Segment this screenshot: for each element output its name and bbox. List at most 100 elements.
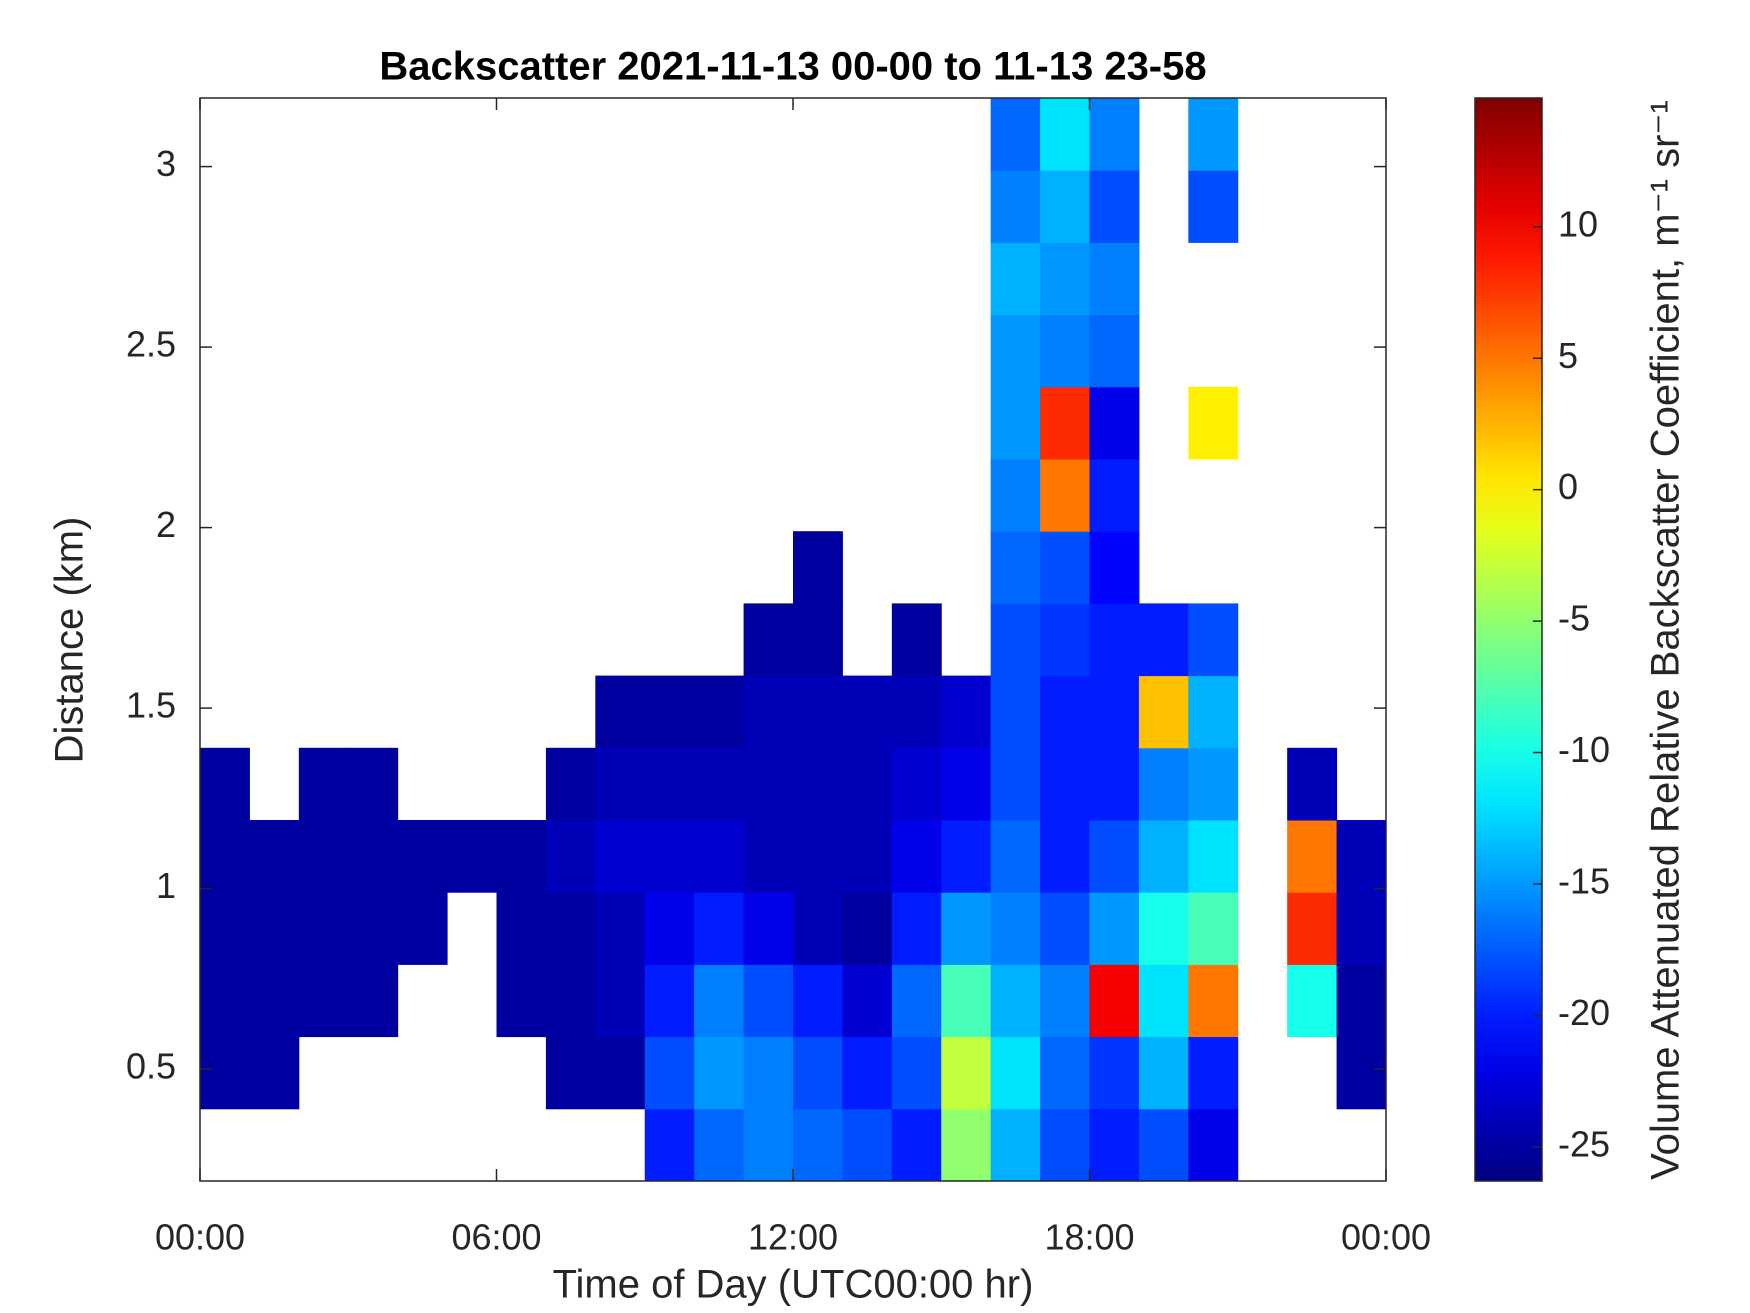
heat-cell bbox=[842, 1108, 893, 1182]
heat-cell bbox=[644, 1108, 695, 1182]
heat-cell bbox=[842, 675, 893, 749]
colorbar-tick-label: -10 bbox=[1558, 729, 1610, 770]
heat-cell bbox=[644, 820, 695, 893]
heat-cell bbox=[1089, 386, 1140, 460]
heat-cell bbox=[545, 1036, 596, 1110]
heat-cell bbox=[1040, 170, 1090, 243]
heat-cell bbox=[348, 964, 399, 1038]
heat-cell bbox=[1138, 747, 1189, 821]
y-axis-label: Distance (km) bbox=[48, 517, 92, 764]
heat-cell bbox=[1138, 892, 1189, 965]
heat-cell bbox=[1089, 820, 1140, 893]
heat-cell bbox=[941, 820, 992, 893]
heat-cell bbox=[298, 820, 349, 893]
y-tick-label: 0.5 bbox=[126, 1046, 176, 1087]
heat-cell bbox=[348, 820, 399, 893]
heat-cell bbox=[1089, 314, 1140, 388]
colorbar-tick-label: -20 bbox=[1558, 992, 1610, 1033]
heat-cell bbox=[644, 964, 695, 1038]
x-tick-label: 00:00 bbox=[1341, 1217, 1431, 1258]
heat-cell bbox=[249, 820, 300, 893]
heat-cell bbox=[1287, 747, 1338, 821]
heat-cell bbox=[447, 820, 497, 893]
heat-cell bbox=[1040, 386, 1090, 460]
heat-cell bbox=[1040, 964, 1090, 1038]
heat-cell bbox=[496, 964, 547, 1038]
heat-cell bbox=[891, 675, 942, 749]
heat-cell bbox=[793, 675, 843, 749]
heat-cell bbox=[298, 892, 349, 965]
heat-cell bbox=[793, 747, 843, 821]
heat-cell bbox=[743, 1036, 794, 1110]
chart-title: Backscatter 2021-11-13 00-00 to 11-13 23… bbox=[379, 45, 1206, 89]
y-tick-label: 2 bbox=[156, 504, 176, 545]
heat-cell bbox=[1138, 964, 1189, 1038]
heat-cell bbox=[743, 892, 794, 965]
heat-cell bbox=[694, 892, 745, 965]
x-axis-label: Time of Day (UTC00:00 hr) bbox=[553, 1263, 1034, 1307]
heat-cell bbox=[595, 747, 646, 821]
heat-cell bbox=[1188, 386, 1239, 460]
heat-cell bbox=[891, 1108, 942, 1182]
heat-cell bbox=[1040, 1108, 1090, 1182]
heat-cell bbox=[1089, 603, 1140, 677]
heat-cell bbox=[1188, 98, 1239, 171]
heat-cell bbox=[1089, 1036, 1140, 1110]
heat-cell bbox=[1040, 820, 1090, 893]
heat-cell bbox=[1089, 964, 1140, 1038]
heat-cell bbox=[1138, 820, 1189, 893]
heat-cell bbox=[743, 747, 794, 821]
heat-cell bbox=[941, 1036, 992, 1110]
heat-cell bbox=[1188, 747, 1239, 821]
heat-cell bbox=[941, 1108, 992, 1182]
heat-cell bbox=[200, 747, 250, 821]
heat-cell bbox=[397, 892, 448, 965]
heat-cell bbox=[941, 747, 992, 821]
colorbar-label: Volume Attenuated Relative Backscatter C… bbox=[1644, 100, 1688, 1180]
heat-cell bbox=[1089, 747, 1140, 821]
heat-cell bbox=[545, 820, 596, 893]
heat-cell bbox=[694, 675, 745, 749]
y-tick-label: 1 bbox=[156, 865, 176, 906]
heat-cell bbox=[891, 603, 942, 677]
heat-cell bbox=[1089, 459, 1140, 532]
heat-cell bbox=[1040, 531, 1090, 604]
colorbar bbox=[1474, 97, 1543, 1182]
heat-cell bbox=[1188, 892, 1239, 965]
heat-cell bbox=[1089, 1108, 1140, 1182]
heat-cell bbox=[1040, 459, 1090, 532]
heat-cell bbox=[348, 892, 399, 965]
heat-cell bbox=[1040, 747, 1090, 821]
heat-cell bbox=[990, 603, 1041, 677]
heat-cell bbox=[793, 820, 843, 893]
heat-cell bbox=[990, 747, 1041, 821]
heat-cell bbox=[1188, 1108, 1239, 1182]
heat-cell bbox=[644, 675, 695, 749]
heat-cell bbox=[1040, 1036, 1090, 1110]
heat-cell bbox=[990, 98, 1041, 171]
heat-cell bbox=[743, 1108, 794, 1182]
heat-cell bbox=[249, 1036, 300, 1110]
heat-cell bbox=[990, 170, 1041, 243]
heat-cell bbox=[595, 820, 646, 893]
heat-cell bbox=[694, 820, 745, 893]
heat-cell bbox=[1089, 531, 1140, 604]
heat-cell bbox=[793, 892, 843, 965]
heat-cell bbox=[496, 892, 547, 965]
heat-cell bbox=[990, 531, 1041, 604]
heat-cell bbox=[891, 820, 942, 893]
heat-cell bbox=[298, 747, 349, 821]
heat-cell bbox=[1287, 820, 1338, 893]
heat-cell bbox=[1336, 964, 1387, 1038]
heat-cell bbox=[1089, 170, 1140, 243]
heat-cell bbox=[545, 747, 596, 821]
x-tick-label: 12:00 bbox=[748, 1217, 838, 1258]
heat-cell bbox=[793, 531, 843, 604]
heat-cell bbox=[595, 1036, 646, 1110]
heat-cell bbox=[1336, 1036, 1387, 1110]
heat-cell bbox=[694, 1036, 745, 1110]
heat-cell bbox=[1138, 675, 1189, 749]
y-tick-label: 3 bbox=[156, 143, 176, 184]
heat-cell bbox=[200, 1036, 250, 1110]
